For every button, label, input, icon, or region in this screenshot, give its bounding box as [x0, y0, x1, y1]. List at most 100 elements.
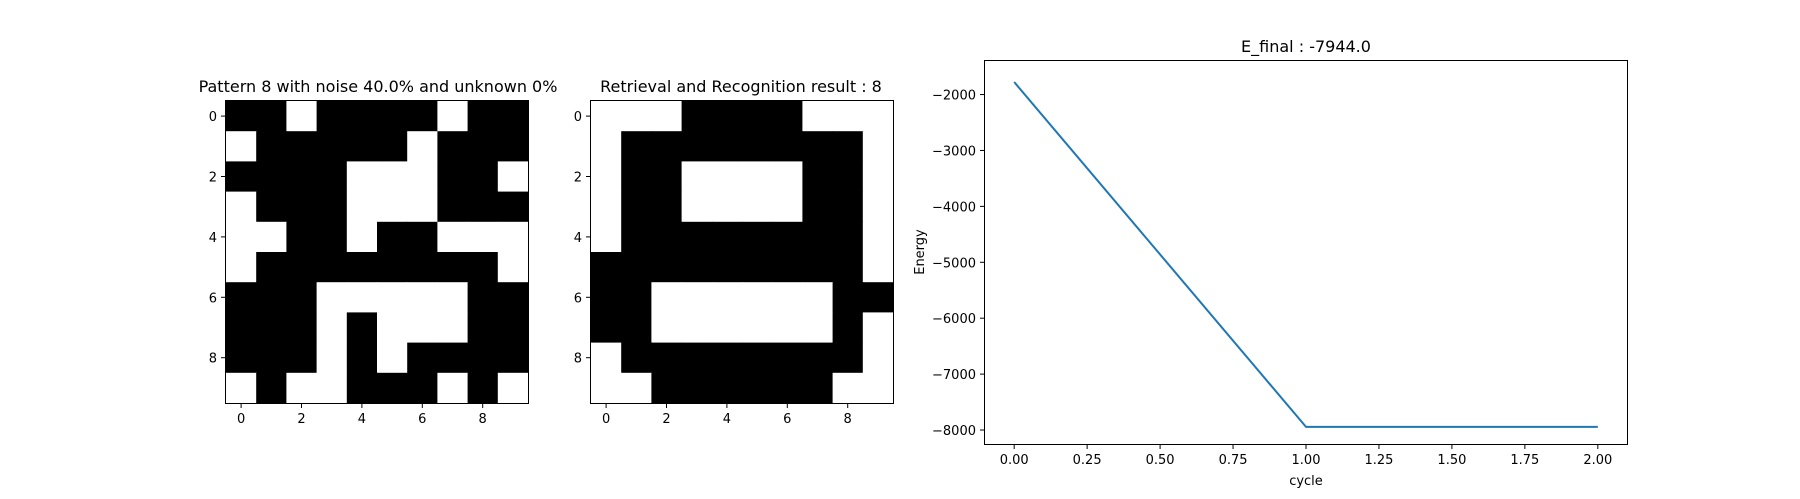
- noisy-pattern-cell: [467, 221, 499, 253]
- x-tick-label: 1.25: [1364, 453, 1393, 468]
- noisy-pattern-cell: [437, 342, 469, 374]
- noisy-pattern-cell: [377, 252, 408, 283]
- noisy-pattern-cell: [437, 161, 469, 193]
- noisy-pattern-title: Pattern 8 with noise 40.0% and unknown 0…: [199, 77, 558, 96]
- retrieval-result-cell: [742, 221, 773, 253]
- retrieval-result-frame: [590, 100, 894, 404]
- retrieval-result-cell: [832, 252, 864, 283]
- x-tick-label: 1.50: [1437, 453, 1466, 468]
- noisy-pattern-cell: [346, 191, 378, 223]
- retrieval-result-cell: [802, 101, 834, 132]
- retrieval-result-cell: [621, 252, 652, 283]
- x-tick-label: 6: [783, 412, 791, 427]
- x-tick-label: 0: [602, 412, 610, 427]
- noisy-pattern-cell: [316, 372, 348, 404]
- y-tick-label: 2: [209, 171, 217, 186]
- noisy-pattern-cell: [226, 131, 257, 162]
- noisy-pattern-cell: [467, 372, 499, 404]
- noisy-pattern-cell: [316, 131, 348, 162]
- retrieval-result-cell: [772, 221, 803, 253]
- noisy-pattern-cell: [256, 372, 287, 404]
- noisy-pattern-cell: [437, 282, 469, 313]
- noisy-pattern-cell: [437, 131, 469, 162]
- noisy-pattern-cell: [377, 221, 408, 253]
- retrieval-result-cell: [621, 161, 652, 193]
- retrieval-result-cell: [832, 221, 864, 253]
- noisy-pattern-cell: [316, 312, 348, 344]
- noisy-pattern-cell: [346, 101, 378, 132]
- retrieval-result-cell: [591, 252, 622, 283]
- retrieval-result-cell: [591, 372, 622, 404]
- noisy-pattern-cell: [286, 342, 318, 374]
- retrieval-result-cell: [802, 312, 834, 344]
- retrieval-result-cell: [742, 342, 773, 374]
- noisy-pattern-cell: [377, 161, 408, 193]
- noisy-pattern-cell: [226, 342, 257, 374]
- noisy-pattern-cell: [346, 372, 378, 404]
- noisy-pattern-cell: [407, 221, 438, 253]
- retrieval-result-cell: [711, 252, 743, 283]
- noisy-pattern-cell: [226, 282, 257, 313]
- noisy-pattern-cell: [437, 191, 469, 223]
- noisy-pattern-cell: [407, 312, 438, 344]
- retrieval-result-cell: [742, 372, 773, 404]
- retrieval-result-cell: [591, 312, 622, 344]
- noisy-pattern-cell: [467, 252, 499, 283]
- retrieval-result-cell: [681, 161, 713, 193]
- y-tick-label: 8: [209, 352, 217, 367]
- y-tick-label: 6: [209, 291, 217, 306]
- noisy-pattern-cell: [256, 161, 287, 193]
- noisy-pattern-cell: [316, 221, 348, 253]
- noisy-pattern-cell: [437, 101, 469, 132]
- retrieval-result-cell: [772, 252, 803, 283]
- retrieval-result-cell: [681, 101, 713, 132]
- retrieval-result-cell: [772, 161, 803, 193]
- x-tick-label: 0.50: [1146, 453, 1175, 468]
- retrieval-result-cell: [772, 312, 803, 344]
- noisy-pattern-cell: [497, 342, 529, 374]
- noisy-pattern-cell: [407, 252, 438, 283]
- y-tick-label: −4000: [932, 200, 976, 215]
- noisy-pattern-cell: [377, 282, 408, 313]
- retrieval-result-cell: [742, 131, 773, 162]
- noisy-pattern-cell: [467, 191, 499, 223]
- x-tick-label: 2: [662, 412, 670, 427]
- retrieval-result-cell: [711, 342, 743, 374]
- energy-plot-ticks: 0.00 0.25 0.50 0.75 1.00 1.25 1.50 1.75 2.00 −200…: [932, 89, 1612, 468]
- retrieval-result-cell: [832, 161, 864, 193]
- x-tick-label: 4: [358, 412, 366, 427]
- retrieval-result-cell: [591, 221, 622, 253]
- y-tick-label: −3000: [932, 144, 976, 159]
- noisy-pattern-cell: [377, 101, 408, 132]
- retrieval-result-cell: [711, 161, 743, 193]
- y-tick-label: −6000: [932, 312, 976, 327]
- noisy-pattern-cell: [346, 312, 378, 344]
- retrieval-result-cell: [651, 282, 683, 313]
- retrieval-result-cell: [621, 372, 652, 404]
- y-tick-label: 0: [574, 110, 582, 125]
- retrieval-result-cell: [832, 131, 864, 162]
- retrieval-result-cell: [862, 191, 894, 223]
- retrieval-result-cell: [711, 372, 743, 404]
- noisy-pattern-cell: [407, 191, 438, 223]
- energy-plot-area: [1013, 81, 1598, 428]
- noisy-pattern-cell: [346, 221, 378, 253]
- noisy-pattern-cell: [256, 221, 287, 253]
- retrieval-result-cell: [621, 191, 652, 223]
- noisy-pattern-cell: [467, 101, 499, 132]
- x-tick-label: 0: [237, 412, 245, 427]
- noisy-pattern-cell: [497, 282, 529, 313]
- retrieval-result-cell: [832, 312, 864, 344]
- x-tick-label: 2: [297, 412, 305, 427]
- y-tick-label: 0: [209, 110, 217, 125]
- retrieval-result-cell: [832, 282, 864, 313]
- noisy-pattern-cell: [286, 191, 318, 223]
- retrieval-result-cell: [832, 372, 864, 404]
- energy-plot-title: E_final : -7944.0: [1241, 37, 1371, 57]
- noisy-pattern-cell: [316, 342, 348, 374]
- noisy-pattern-cell: [467, 282, 499, 313]
- retrieval-result-cell: [711, 191, 743, 223]
- retrieval-result-cell: [621, 282, 652, 313]
- noisy-pattern-cell: [226, 372, 257, 404]
- retrieval-result-title: Retrieval and Recognition result : 8: [600, 77, 882, 96]
